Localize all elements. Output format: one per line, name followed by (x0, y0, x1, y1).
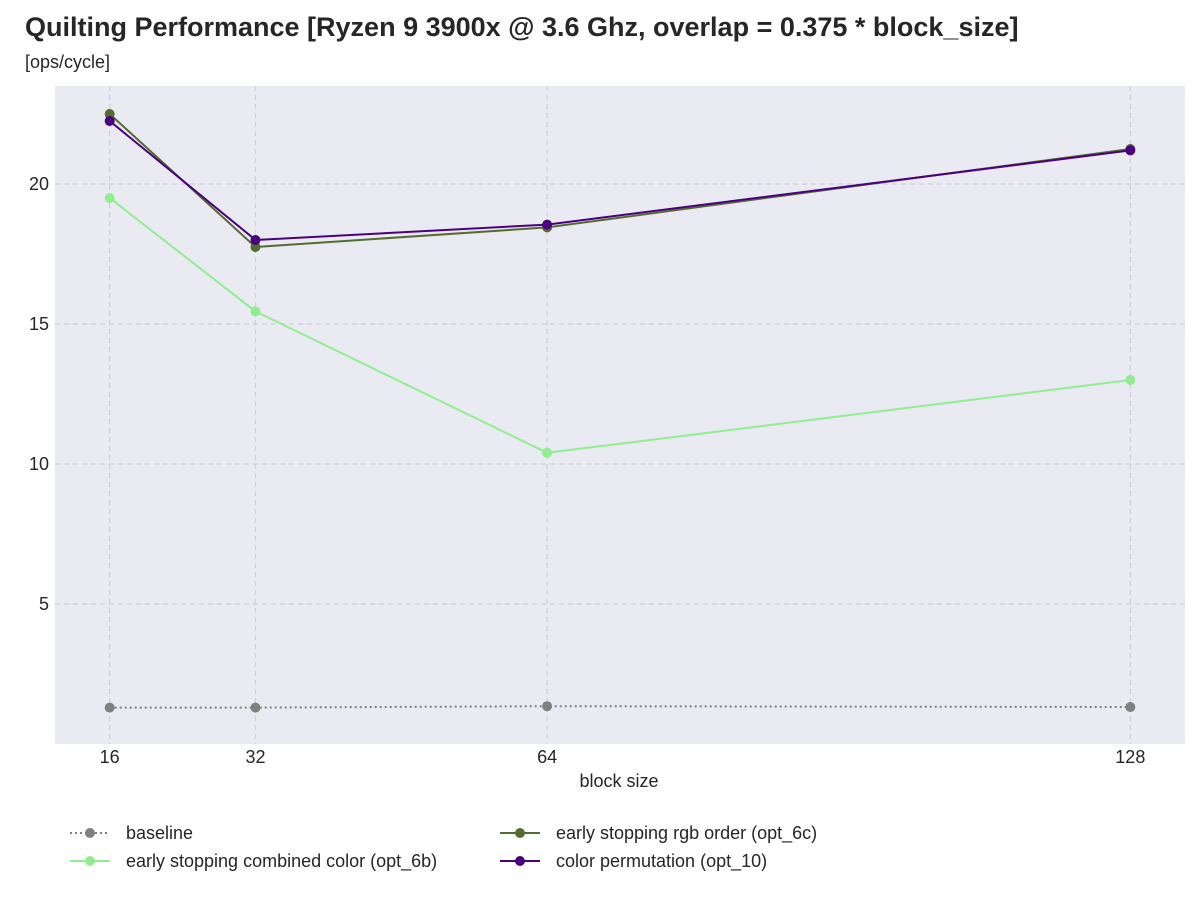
x-axis-ticks: 16 32 64 128 (100, 747, 1146, 767)
chart-title: Quilting Performance [Ryzen 9 3900x @ 3.… (25, 12, 1019, 42)
legend: baseline early stopping rgb order (opt_6c… (66, 822, 926, 872)
x-tick-label: 128 (1115, 747, 1145, 767)
data-point (1125, 145, 1136, 156)
legend-label: early stopping rgb order (opt_6c) (556, 822, 818, 843)
data-point (542, 447, 553, 458)
legend-swatch (70, 856, 110, 866)
plot-area (55, 86, 1185, 744)
legend-swatch (500, 828, 540, 838)
x-axis-label: block size (579, 771, 658, 791)
data-point (250, 702, 261, 713)
data-point (250, 306, 261, 317)
data-point (542, 701, 553, 712)
y-tick-label: 20 (29, 174, 49, 194)
y-axis-ticks: 5 10 15 20 (29, 174, 49, 614)
y-tick-label: 10 (29, 454, 49, 474)
series-line (109, 705, 1131, 709)
series-3 (104, 116, 1136, 245)
chart-subtitle: [ops/cycle] (25, 52, 111, 72)
series-line (109, 197, 1131, 454)
legend-item: early stopping rgb order (opt_6c) (496, 822, 926, 844)
series-layer (104, 109, 1136, 713)
legend-label: baseline (126, 822, 194, 843)
data-point (250, 242, 261, 252)
legend-item: color permutation (opt_10) (496, 850, 926, 872)
series-line (109, 120, 1131, 241)
x-tick-label: 64 (537, 747, 557, 767)
legend-label: early stopping combined color (opt_6b) (126, 850, 438, 871)
legend-label: color permutation (opt_10) (556, 850, 768, 871)
legend-item: early stopping combined color (opt_6b) (66, 850, 496, 872)
legend-item: baseline (66, 822, 496, 844)
legend-swatch (500, 856, 540, 866)
data-point (250, 235, 261, 245)
data-point (104, 702, 115, 713)
data-point (104, 109, 115, 119)
series-1 (104, 193, 1136, 458)
y-tick-label: 15 (29, 314, 49, 334)
y-tick-label: 5 (39, 594, 49, 614)
data-point (104, 193, 115, 203)
data-point (104, 116, 115, 126)
x-tick-label: 16 (100, 747, 120, 767)
x-tick-label: 32 (245, 747, 265, 767)
series-0 (104, 701, 1136, 713)
data-point (1125, 702, 1136, 713)
legend-swatch (70, 828, 110, 838)
data-point (542, 219, 553, 230)
data-point (1125, 375, 1136, 385)
